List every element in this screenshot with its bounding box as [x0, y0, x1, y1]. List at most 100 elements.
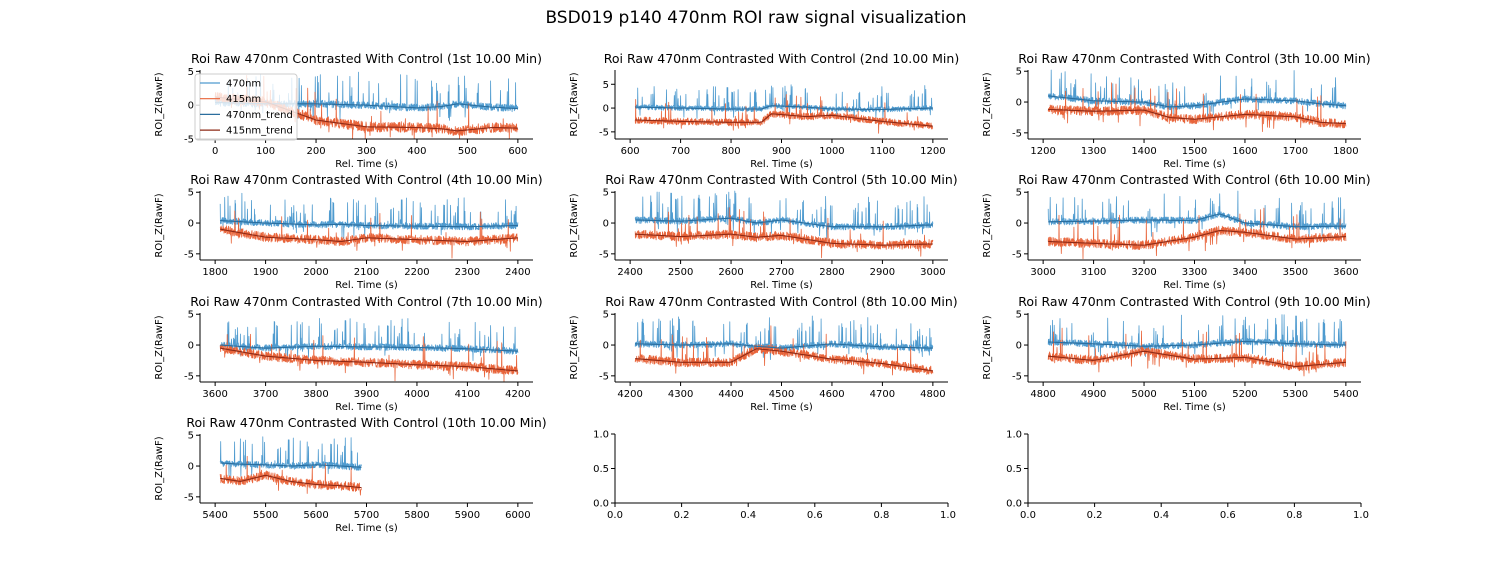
x-tick-label: 0.4 — [1153, 510, 1169, 521]
x-tick-label: 1800 — [202, 267, 227, 278]
subplot-title: Roi Raw 470nm Contrasted With Control (7… — [190, 294, 542, 309]
x-axis-label: Rel. Time (s) — [750, 402, 813, 413]
y-tick-label: 0.5 — [593, 464, 609, 475]
x-tick-label: 4200 — [505, 389, 530, 400]
y-tick-label: 5 — [603, 310, 609, 321]
series-470nm-trend-line — [220, 220, 518, 228]
subplot-title: Roi Raw 470nm Contrasted With Control (4… — [190, 172, 542, 187]
x-tick-label: 3400 — [1232, 267, 1257, 278]
x-tick-label: 1.0 — [940, 510, 956, 521]
x-tick-label: 2600 — [718, 267, 743, 278]
legend: 470nm 415nm 470nm_trend 415nm_trend — [194, 73, 298, 141]
x-tick-label: 3300 — [1182, 267, 1207, 278]
y-tick-label: -5 — [1012, 371, 1022, 382]
subplot-title: Roi Raw 470nm Contrasted With Control (5… — [605, 172, 957, 187]
y-tick-label: 0 — [188, 462, 194, 473]
x-tick-label: 2700 — [769, 267, 794, 278]
y-axis-label: ROI_Z(RawF) — [154, 72, 165, 136]
x-tick-label: 5500 — [253, 510, 278, 521]
subplot-2: 600 700 800 900 1000 1100 1200 -5 0 5 Roi Raw 470n… — [569, 51, 959, 170]
series-415nm-line — [219, 455, 362, 496]
series-415nm-line — [1047, 207, 1347, 260]
x-tick-label: 400 — [407, 146, 426, 157]
series-470nm-line — [219, 436, 362, 479]
series-470nm-trend-line — [220, 462, 362, 468]
subplot-title: Roi Raw 470nm Contrasted With Control (2… — [604, 51, 959, 66]
subplot-11: 0.0 0.2 0.4 0.6 0.8 1.0 0.0 0.5 1.0 — [593, 430, 956, 522]
subplot-title: Roi Raw 470nm Contrasted With Control (8… — [605, 294, 957, 309]
series-415nm-trend-line — [635, 348, 933, 372]
x-tick-label: 4200 — [617, 389, 642, 400]
x-axis-label: Rel. Time (s) — [1163, 159, 1226, 170]
x-tick-label: 4000 — [404, 389, 429, 400]
x-tick-label: 0 — [212, 146, 218, 157]
legend-label-415nm: 415nm — [226, 94, 261, 105]
x-tick-label: 4400 — [718, 389, 743, 400]
x-tick-label: 2800 — [819, 267, 844, 278]
x-tick-label: 3700 — [253, 389, 278, 400]
x-tick-label: 3100 — [1081, 267, 1106, 278]
x-tick-label: 1600 — [1232, 146, 1257, 157]
x-tick-label: 2900 — [870, 267, 895, 278]
x-tick-label: 2000 — [303, 267, 328, 278]
series-470nm-trend-line — [1048, 213, 1346, 228]
x-tick-label: 4800 — [920, 389, 945, 400]
x-tick-label: 3000 — [1030, 267, 1055, 278]
x-tick-label: 300 — [357, 146, 376, 157]
y-tick-label: -5 — [599, 371, 609, 382]
x-tick-label: 1.0 — [1353, 510, 1369, 521]
series-415nm-trend-line — [635, 233, 933, 246]
series-415nm-trend-line — [635, 113, 933, 127]
x-tick-label: 200 — [306, 146, 325, 157]
series-470nm-trend-line — [635, 217, 933, 228]
series-415nm-line — [634, 94, 934, 134]
y-tick-label: 0 — [1016, 341, 1022, 352]
y-tick-label: 0 — [603, 341, 609, 352]
legend-box — [194, 73, 298, 141]
series-415nm-trend-line — [220, 474, 362, 489]
figure-title: BSD019 p140 470nm ROI raw signal visuali… — [545, 8, 967, 28]
x-tick-label: 1200 — [920, 146, 945, 157]
x-tick-label: 1300 — [1081, 146, 1106, 157]
x-tick-label: 3500 — [1283, 267, 1308, 278]
subplot-title: Roi Raw 470nm Contrasted With Control (3… — [1018, 51, 1370, 66]
x-tick-label: 4100 — [455, 389, 480, 400]
x-tick-label: 4800 — [1030, 389, 1055, 400]
y-tick-label: 0 — [603, 219, 609, 230]
x-tick-label: 1000 — [819, 146, 844, 157]
y-tick-label: -5 — [184, 492, 194, 503]
x-tick-label: 0.8 — [873, 510, 889, 521]
legend-label-415nm_trend: 415nm_trend — [226, 126, 293, 137]
x-tick-label: 0.0 — [607, 510, 623, 521]
x-tick-label: 4500 — [769, 389, 794, 400]
y-tick-label: 1.0 — [1006, 430, 1022, 441]
series-415nm-line — [219, 333, 519, 382]
y-tick-label: 5 — [603, 80, 609, 91]
x-tick-label: 2400 — [505, 267, 530, 278]
x-tick-label: 1800 — [1333, 146, 1358, 157]
y-tick-label: 1.0 — [593, 430, 609, 441]
x-tick-label: 700 — [671, 146, 690, 157]
x-tick-label: 600 — [621, 146, 640, 157]
x-tick-label: 3800 — [303, 389, 328, 400]
x-tick-label: 4300 — [668, 389, 693, 400]
y-tick-label: 0 — [188, 341, 194, 352]
series-415nm-line — [1047, 82, 1347, 132]
x-tick-label: 0.2 — [674, 510, 690, 521]
y-tick-label: 0.5 — [1006, 464, 1022, 475]
y-axis-label: ROI_Z(RawF) — [154, 436, 165, 500]
x-tick-label: 5000 — [1131, 389, 1156, 400]
series-470nm-line — [634, 84, 934, 120]
x-tick-label: 0.6 — [807, 510, 823, 521]
y-tick-label: -5 — [184, 249, 194, 260]
y-tick-label: 5 — [1016, 188, 1022, 199]
y-axis-label: ROI_Z(RawF) — [982, 193, 993, 257]
x-tick-label: 3000 — [920, 267, 945, 278]
series-415nm-line — [219, 210, 519, 259]
